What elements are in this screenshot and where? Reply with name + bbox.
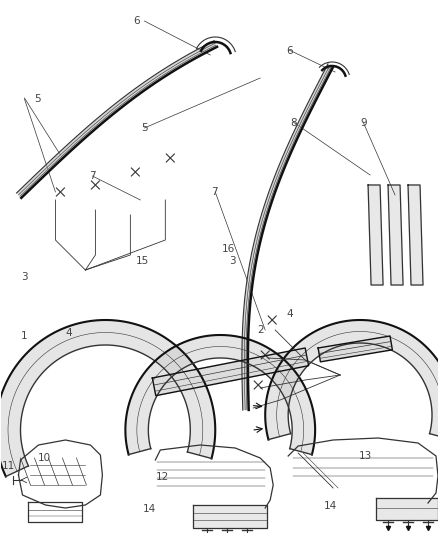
Polygon shape [376,498,438,520]
Polygon shape [193,505,267,528]
Text: 14: 14 [143,504,156,514]
Text: 7: 7 [212,187,218,197]
Polygon shape [368,185,383,285]
Text: 6: 6 [286,46,293,55]
Text: 10: 10 [38,454,51,463]
Polygon shape [125,335,315,455]
Polygon shape [152,348,309,395]
Text: 15: 15 [136,256,149,266]
Text: 12: 12 [156,472,169,482]
Text: 5: 5 [35,94,41,103]
Text: 14: 14 [324,502,337,511]
Text: 3: 3 [21,272,28,282]
Text: 4: 4 [286,310,293,319]
Polygon shape [388,185,403,285]
Text: 7: 7 [89,171,95,181]
Polygon shape [265,320,438,440]
Polygon shape [318,336,392,362]
Text: 3: 3 [229,256,236,266]
Text: 16: 16 [221,245,235,254]
Polygon shape [0,320,215,477]
Text: 11: 11 [2,462,15,471]
Text: 8: 8 [290,118,297,127]
Text: 2: 2 [258,326,264,335]
Polygon shape [17,41,217,198]
Text: 5: 5 [141,123,148,133]
Polygon shape [408,185,423,285]
Text: 4: 4 [65,328,72,338]
Polygon shape [242,64,333,410]
Text: 9: 9 [360,118,367,127]
Text: 13: 13 [359,451,372,461]
Text: 6: 6 [133,17,139,26]
Text: 1: 1 [21,331,28,341]
